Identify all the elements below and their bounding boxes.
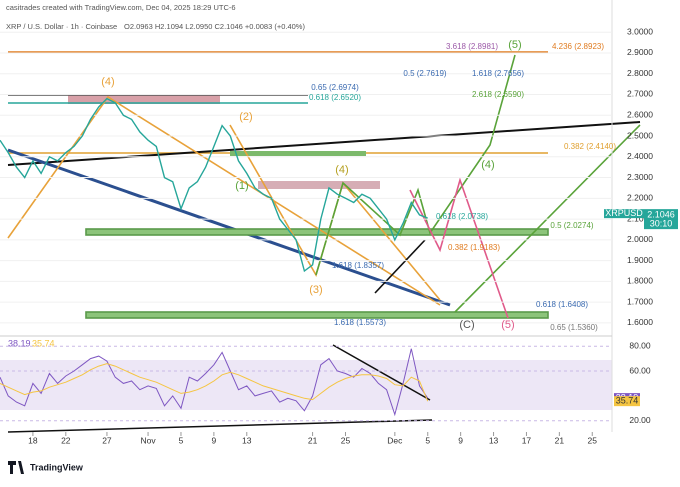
zone (85, 228, 549, 236)
wave-label: (4) (481, 159, 494, 171)
x-tick-label: 13 (242, 435, 252, 445)
fib-label: 1.618 (1.5573) (334, 318, 386, 327)
y-tick-label: 60.00 (629, 365, 651, 375)
fib-label: 0.65 (2.6974) (311, 83, 359, 92)
x-tick-label: 13 (489, 435, 499, 445)
rsi-band (0, 360, 612, 410)
credit: casitrades created with TradingView.com,… (6, 3, 236, 12)
price-tag-bg (604, 209, 644, 219)
price-tag-symbol: XRPUSD (605, 208, 643, 218)
rsi-header: 38.19 (8, 338, 31, 348)
y-tick-label: 20.00 (629, 415, 651, 425)
y-tick-label: 1.7000 (627, 296, 653, 306)
x-tick-label: 25 (341, 435, 351, 445)
zone (230, 151, 366, 156)
y-tick-label: 3.0000 (627, 26, 653, 36)
wave-line (454, 124, 641, 313)
logo: TradingView (30, 462, 84, 472)
logo-icon (8, 461, 24, 474)
x-tick-label: 22 (61, 435, 71, 445)
wave-line (7, 95, 441, 306)
y-tick-label: 2.6000 (627, 110, 653, 120)
fib-label: 0.382 (2.4140) (564, 142, 616, 151)
fib-label: 0.5 (2.7619) (403, 69, 446, 78)
wave-label: (3) (309, 284, 322, 296)
x-tick-label: Nov (141, 435, 157, 445)
symbol: XRP / U.S. Dollar · 1h · Coinbase (6, 22, 117, 31)
fib-label: 0.65 (1.5360) (550, 323, 598, 332)
y-tick-label: 2.9000 (627, 47, 653, 57)
x-tick-label: 21 (555, 435, 565, 445)
wave-line (315, 54, 516, 276)
zone (68, 95, 220, 104)
fib-label: 4.236 (2.8923) (552, 42, 604, 51)
x-tick-label: 5 (179, 435, 184, 445)
ohlc: O2.0963 H2.1094 L2.0950 C2.1046 +0.0083 … (124, 22, 305, 31)
rsi-trend (332, 344, 431, 401)
fib-label: 2.618 (2.6590) (472, 90, 524, 99)
x-tick-label: 9 (212, 435, 217, 445)
y-tick-label: 2.0000 (627, 234, 653, 244)
wave-label: (4) (101, 76, 114, 88)
wave-label: (2) (239, 111, 252, 123)
wave-label: (5) (501, 319, 514, 331)
fib-label: 3.618 (2.8981) (446, 42, 498, 51)
series-line (0, 363, 429, 402)
zone (85, 311, 549, 319)
x-tick-label: 18 (28, 435, 38, 445)
wave-line (409, 177, 509, 319)
x-tick-label: 17 (522, 435, 532, 445)
x-tick-label: 21 (308, 435, 318, 445)
fib-label: 1.618 (1.8357) (332, 261, 384, 270)
y-tick-label: 1.8000 (627, 276, 653, 286)
y-tick-label: 1.9000 (627, 255, 653, 265)
y-tick-label: 2.3000 (627, 172, 653, 182)
y-tick-label: 2.1000 (627, 213, 653, 223)
fib-label: 0.618 (1.6408) (536, 300, 588, 309)
price-tag-countdown: 30:10 (650, 219, 673, 229)
y-tick-label: 2.8000 (627, 68, 653, 78)
wave-label: (1) (235, 180, 248, 192)
fib-label: 0.382 (1.9183) (448, 243, 500, 252)
arrow (374, 239, 426, 294)
wave-label: (4) (335, 164, 348, 176)
price-tag-price: 2.1046 (647, 210, 675, 220)
y-tick-label: 2.5000 (627, 130, 653, 140)
rsi-trend (7, 419, 433, 433)
wave-label: (5) (508, 39, 521, 51)
y-tick-label: 80.00 (629, 340, 651, 350)
rsi-header: 35.74 (32, 338, 55, 348)
fib-label: 1.618 (2.7656) (472, 69, 524, 78)
x-tick-label: 27 (102, 435, 112, 445)
y-tick-label: 2.4000 (627, 151, 653, 161)
wave-label: (C) (459, 319, 474, 331)
series-line (0, 97, 428, 273)
fib-label: 0.5 (2.0274) (550, 221, 593, 230)
fib-label: 0.618 (2.6520) (309, 93, 361, 102)
y-tick-label: 2.7000 (627, 89, 653, 99)
rsi-tag: 35.74 (616, 396, 639, 406)
drawings (7, 51, 641, 433)
zone (258, 181, 380, 189)
y-tick-label: 1.6000 (627, 317, 653, 327)
trend-line (7, 148, 451, 307)
x-tick-label: 9 (458, 435, 463, 445)
price-tag-bg (644, 209, 678, 230)
y-tick-label: 2.2000 (627, 193, 653, 203)
x-tick-label: Dec (387, 435, 403, 445)
x-tick-label: 25 (588, 435, 598, 445)
fib-label: 0.618 (2.0738) (436, 212, 488, 221)
trend-line (7, 121, 641, 166)
series-line (0, 348, 429, 417)
x-tick-label: 5 (425, 435, 430, 445)
rsi-tag-bg (614, 396, 640, 407)
